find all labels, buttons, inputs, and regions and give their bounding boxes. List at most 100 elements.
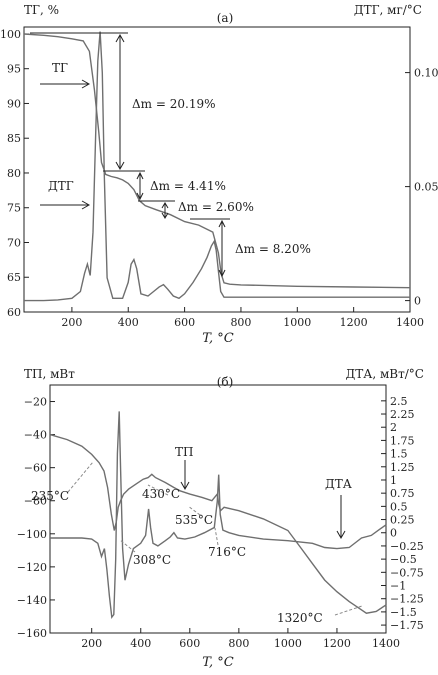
left-tick-label: −120 xyxy=(17,561,47,574)
left-tick-label: 75 xyxy=(7,202,21,215)
right-tick-label: 0.5 xyxy=(390,500,408,513)
left-tick-label: 100 xyxy=(0,28,21,41)
panel-b-left-axis-title: ТП, мВт xyxy=(24,367,75,381)
panel-a-title: (а) xyxy=(217,11,234,25)
left-tick-label: −140 xyxy=(17,594,47,607)
right-tick-label: 0 xyxy=(390,527,397,540)
x-tick-label: 800 xyxy=(230,316,251,329)
right-tick-label: 2 xyxy=(390,421,397,434)
panel-a-left-axis-title: ТГ, % xyxy=(24,3,59,17)
dm4-arrowheads xyxy=(218,219,226,278)
t430-label: 430°C xyxy=(142,487,180,501)
t308-pointer xyxy=(119,539,136,553)
x-tick-label: 1400 xyxy=(372,637,400,650)
right-tick-label: 0.25 xyxy=(390,514,415,527)
x-tick-label: 600 xyxy=(174,316,195,329)
dm1-label: Δm = 20.19% xyxy=(132,97,215,111)
panel-b-left-ticks: −160 −140 −120 −100 −80 −60 −40 −20 xyxy=(17,396,55,640)
panel-a-series xyxy=(23,31,411,302)
left-tick-label: 60 xyxy=(7,306,21,319)
panel-a: (а) ТГ, % ДТГ, мг/°C 200 400 600 800 1000 120… xyxy=(0,3,438,346)
left-tick-label: −160 xyxy=(17,627,47,640)
panel-a-right-axis-title: ДТГ, мг/°C xyxy=(354,3,422,17)
x-tick-label: 1000 xyxy=(274,637,302,650)
t235-label: 235°C xyxy=(31,489,69,503)
t430-pointer xyxy=(147,484,169,496)
panel-a-right-ticks: 0 0.05 0.10 xyxy=(405,67,438,308)
tp-pointer-head xyxy=(180,481,190,491)
left-tick-label: 65 xyxy=(7,271,21,284)
x-tick-label: 1000 xyxy=(283,316,311,329)
series-line-ТП xyxy=(49,433,387,614)
right-tick-label: −0.75 xyxy=(390,566,424,579)
panel-b-title: (б) xyxy=(217,375,234,389)
right-tick-label: −0.25 xyxy=(390,540,424,553)
right-tick-label: 1.5 xyxy=(390,448,408,461)
dm3-label: Δm = 2.60% xyxy=(178,200,254,214)
left-tick-label: 85 xyxy=(7,132,21,145)
panel-b-right-axis-title: ДТА, мВт/°C xyxy=(346,367,425,381)
panel-a-x-axis-title: T, °C xyxy=(202,331,234,346)
right-tick-label: −1.75 xyxy=(390,619,424,632)
dta-pointer-head xyxy=(336,530,346,540)
right-tick-label: −1.25 xyxy=(390,593,424,606)
panel-a-mass-loss-markers xyxy=(30,32,230,278)
dm1-arrowheads xyxy=(115,33,125,171)
right-tick-label: −1 xyxy=(390,580,406,593)
tg-pointer-head xyxy=(81,79,91,89)
panel-a-left-ticks: 60 65 70 75 80 85 90 95 100 xyxy=(0,28,29,319)
tp-series-label: ТП xyxy=(175,445,193,459)
t535-pointer xyxy=(187,505,201,516)
t1320-label: 1320°C xyxy=(277,611,323,625)
dm2-arrowheads xyxy=(136,171,144,201)
t235-pointer xyxy=(67,461,94,493)
dm4-label: Δm = 8.20% xyxy=(235,242,311,256)
panel-a-x-ticks: 200 400 600 800 1000 1200 1400 xyxy=(61,307,424,329)
panel-b: (б) ТП, мВт ДТА, мВт/°C 200 400 600 800 1000… xyxy=(17,367,424,670)
tg-series-label: ТГ xyxy=(52,61,68,75)
panel-b-series xyxy=(49,411,387,620)
left-tick-label: −60 xyxy=(24,462,47,475)
right-tick-label: 0.10 xyxy=(414,67,438,80)
right-tick-label: 2.5 xyxy=(390,395,408,408)
dm2-label: Δm = 4.41% xyxy=(150,179,226,193)
right-tick-label: −0.5 xyxy=(390,553,417,566)
series-line-ТГ xyxy=(23,33,411,289)
dtg-pointer-head xyxy=(81,200,91,210)
x-tick-label: 600 xyxy=(179,637,200,650)
left-tick-label: 70 xyxy=(7,236,21,249)
panel-b-right-ticks: −1.75−1.5−1.25−1−0.75−0.5−0.2500.250.50.… xyxy=(381,395,424,632)
panel-b-frame xyxy=(49,384,387,634)
left-tick-label: −20 xyxy=(24,396,47,409)
panel-a-frame xyxy=(23,26,411,313)
right-tick-label: 1.75 xyxy=(390,434,415,447)
right-tick-label: 1.25 xyxy=(390,461,415,474)
right-tick-label: 2.25 xyxy=(390,408,415,421)
x-tick-label: 1200 xyxy=(340,316,368,329)
left-tick-label: 80 xyxy=(7,167,21,180)
dm3-arrowheads xyxy=(161,202,169,219)
right-tick-label: 0.05 xyxy=(414,181,438,194)
x-tick-label: 800 xyxy=(228,637,249,650)
x-tick-label: 400 xyxy=(118,316,139,329)
left-tick-label: −80 xyxy=(24,495,47,508)
x-tick-label: 1200 xyxy=(323,637,351,650)
series-line-ДТГ xyxy=(24,31,410,302)
left-tick-label: −40 xyxy=(24,429,47,442)
dtg-series-label: ДТГ xyxy=(48,179,74,193)
series-line-ДТА xyxy=(50,411,387,620)
t716-label: 716°C xyxy=(208,545,246,559)
dta-series-label: ДТА xyxy=(325,477,352,491)
right-tick-label: 0.75 xyxy=(390,487,415,500)
panel-b-x-axis-title: T, °C xyxy=(202,655,234,670)
panel-b-x-ticks: 200 400 600 800 1000 1200 1400 xyxy=(81,628,400,650)
t308-label: 308°C xyxy=(133,553,171,567)
right-tick-label: 1 xyxy=(390,474,397,487)
left-tick-label: −100 xyxy=(17,528,47,541)
panel-b-temperature-markers xyxy=(67,460,363,616)
x-tick-label: 200 xyxy=(81,637,102,650)
right-tick-label: −1.5 xyxy=(390,606,417,619)
left-tick-label: 90 xyxy=(7,97,21,110)
right-tick-label: 0 xyxy=(414,295,421,308)
